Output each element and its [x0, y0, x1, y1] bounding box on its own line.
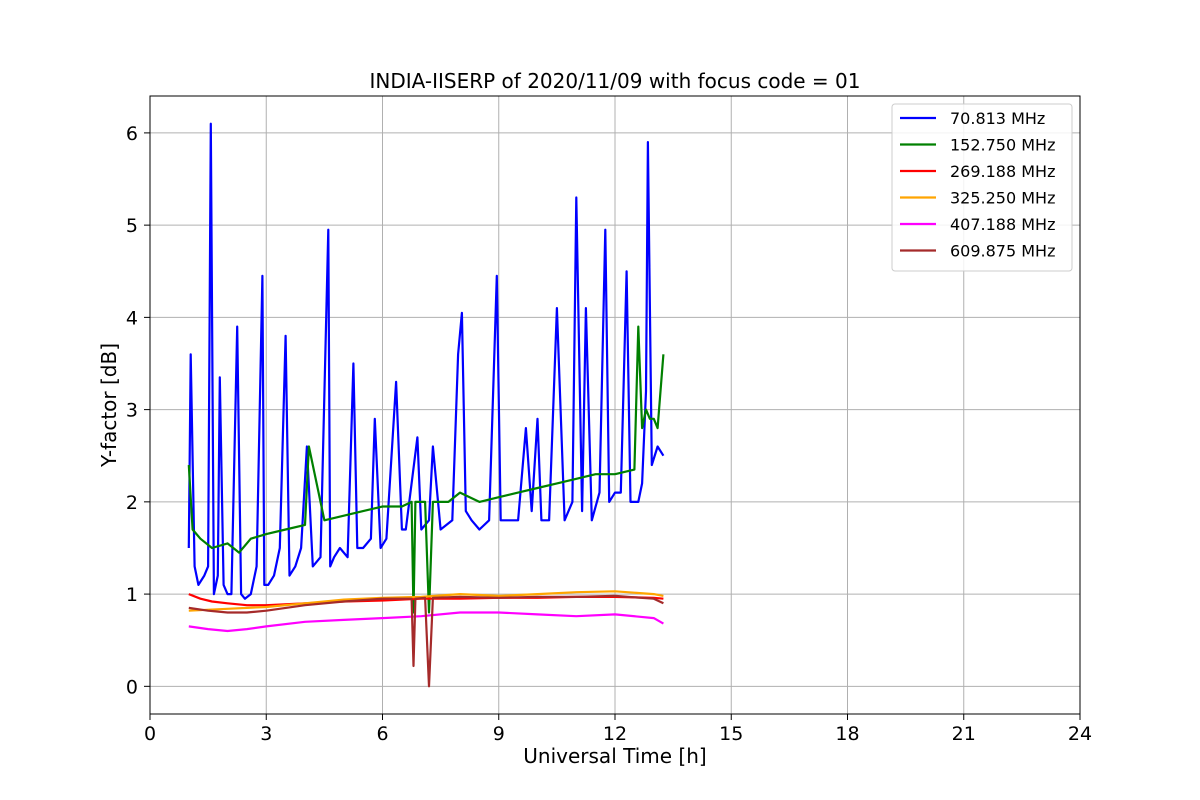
x-tick-label: 15 [719, 723, 743, 745]
series-line-0 [187, 122, 665, 600]
x-tick-label: 3 [260, 723, 272, 745]
legend-label: 407.188 MHz [950, 215, 1055, 234]
x-tick-label: 24 [1068, 723, 1092, 745]
y-axis-ticks: 0 1 2 3 4 5 6 [126, 123, 150, 698]
x-axis-label: Universal Time [h] [523, 744, 706, 768]
y-tick-label: 0 [126, 676, 138, 698]
x-axis-ticks: 0 3 6 9 12 15 18 21 24 [144, 714, 1092, 745]
legend-label: 269.188 MHz [950, 162, 1055, 181]
legend-label: 152.750 MHz [950, 136, 1055, 155]
series-line-4 [188, 611, 664, 633]
x-tick-label: 12 [603, 723, 627, 745]
y-tick-label: 5 [126, 215, 138, 237]
legend-label: 609.875 MHz [950, 242, 1055, 261]
y-tick-label: 2 [126, 492, 138, 514]
legend-label: 325.250 MHz [950, 189, 1055, 208]
x-tick-label: 18 [835, 723, 859, 745]
series-line-1 [187, 325, 665, 614]
series-layer [187, 122, 665, 688]
series-line-5 [188, 594, 664, 688]
y-tick-label: 6 [126, 123, 138, 145]
chart-title: INDIA-IISERP of 2020/11/09 with focus co… [370, 69, 861, 93]
y-tick-label: 1 [126, 584, 138, 606]
series-line-3 [188, 590, 664, 612]
legend: 70.813 MHz 152.750 MHz 269.188 MHz 325.250 … [891, 103, 1073, 272]
x-tick-label: 9 [493, 723, 505, 745]
x-tick-label: 6 [376, 723, 388, 745]
y-tick-label: 3 [126, 400, 138, 422]
y-tick-label: 4 [126, 307, 138, 329]
legend-label: 70.813 MHz [950, 109, 1045, 128]
x-tick-label: 21 [952, 723, 976, 745]
legend-box [891, 103, 1073, 272]
y-axis-label: Y-factor [dB] [97, 343, 121, 468]
x-tick-label: 0 [144, 723, 156, 745]
